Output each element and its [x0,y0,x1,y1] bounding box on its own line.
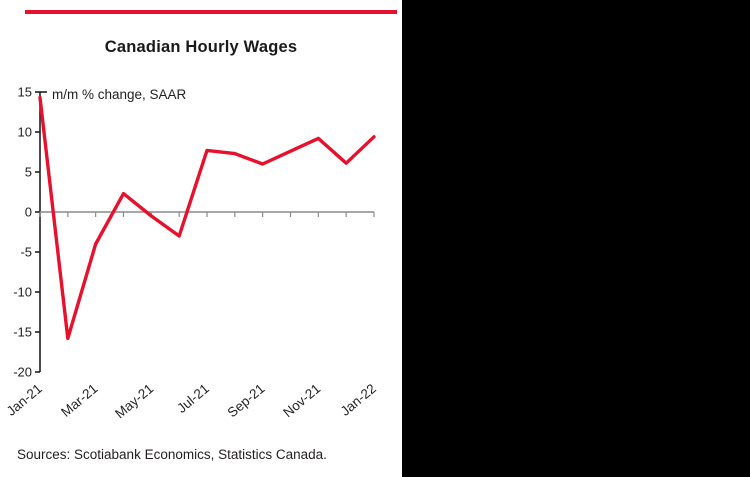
background-fill [402,0,750,477]
x-tick-label: Sep-21 [225,381,268,420]
x-tick-label: Jul-21 [174,381,212,416]
chart-title: Canadian Hourly Wages [104,38,298,56]
y-tick-label: -15 [13,325,32,340]
x-tick-label: Mar-21 [58,381,100,420]
wage-series-line [38,95,376,341]
source-note: Sources: Scotiabank Economics, Statistic… [17,447,327,462]
x-tick-label: May-21 [112,381,156,421]
y-tick-label: -10 [13,285,32,300]
y-tick-label: 5 [25,165,32,180]
x-tick-label: Jan-22 [338,381,379,419]
y-tick-label: 15 [18,85,32,100]
x-tick-label: Jan-21 [4,381,45,419]
y-tick-label: 10 [18,125,32,140]
y-tick-label: -5 [20,245,32,260]
y-tick-label: 0 [25,205,32,220]
x-tick-label: Nov-21 [280,381,323,420]
chart-panel: Canadian Hourly Wages 15 10 5 0 -5 -10 -15 -20 J… [0,0,402,477]
y-tick-label: -20 [13,365,32,380]
top-accent-bar [25,10,397,14]
axis-annotation: m/m % change, SAAR [52,87,187,102]
